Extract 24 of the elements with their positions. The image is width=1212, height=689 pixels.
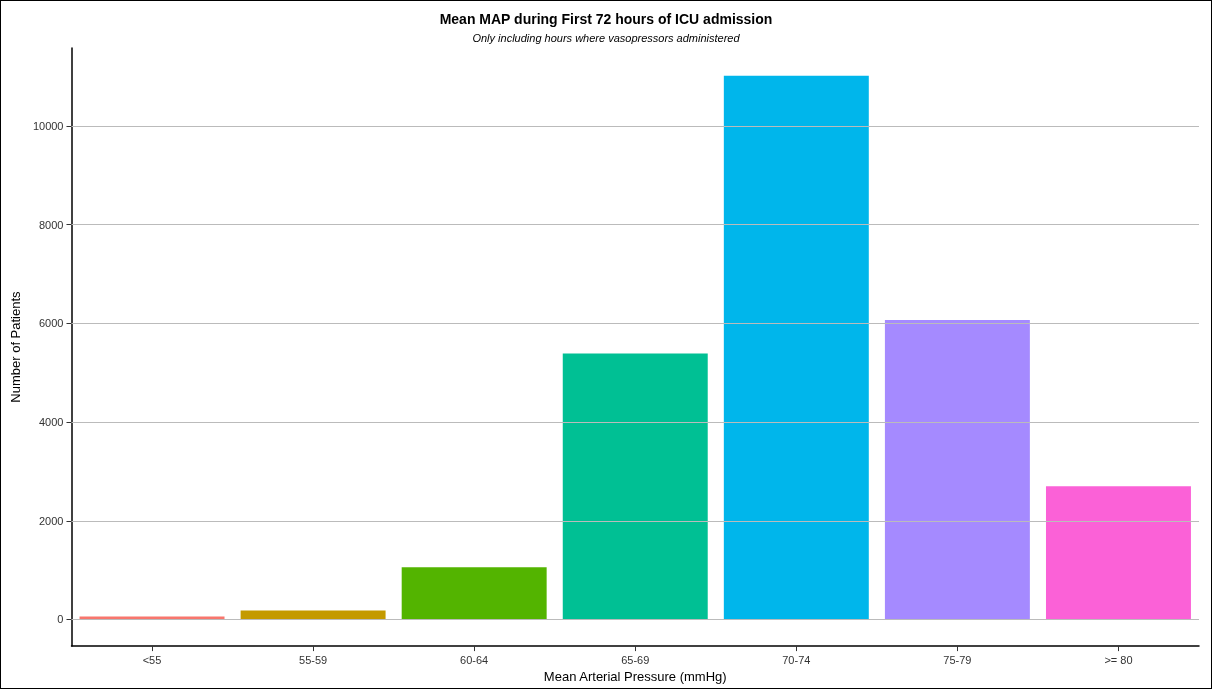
chart-subtitle: Only including hours where vasopressors administered: [472, 31, 741, 44]
x-tick-label: 70-74: [782, 653, 811, 666]
bar: [401, 567, 547, 620]
x-axis-title: Mean Arterial Pressure (mmHg): [543, 669, 727, 684]
x-tick-label: 75-79: [943, 653, 972, 666]
x-tick-label: >= 80: [1104, 653, 1133, 666]
bar: [562, 353, 708, 620]
bar: [1045, 486, 1191, 620]
y-tick-label: 10000: [32, 119, 64, 132]
y-tick-label: 4000: [39, 416, 64, 429]
y-tick-label: 0: [57, 613, 64, 626]
bar: [79, 616, 225, 620]
y-tick-label: 2000: [39, 514, 64, 527]
chart-title: Mean MAP during First 72 hours of ICU admission: [439, 11, 773, 27]
bar: [723, 75, 869, 620]
bar: [240, 610, 386, 620]
x-tick-label: 65-69: [621, 653, 650, 666]
y-tick-label: 6000: [39, 317, 64, 330]
x-tick-label: <55: [142, 653, 162, 666]
y-axis-title: Number of Patients: [8, 290, 23, 403]
x-tick-label: 60-64: [460, 653, 489, 666]
bar: [884, 319, 1030, 620]
y-tick-label: 8000: [39, 218, 64, 231]
x-tick-label: 55-59: [299, 653, 328, 666]
